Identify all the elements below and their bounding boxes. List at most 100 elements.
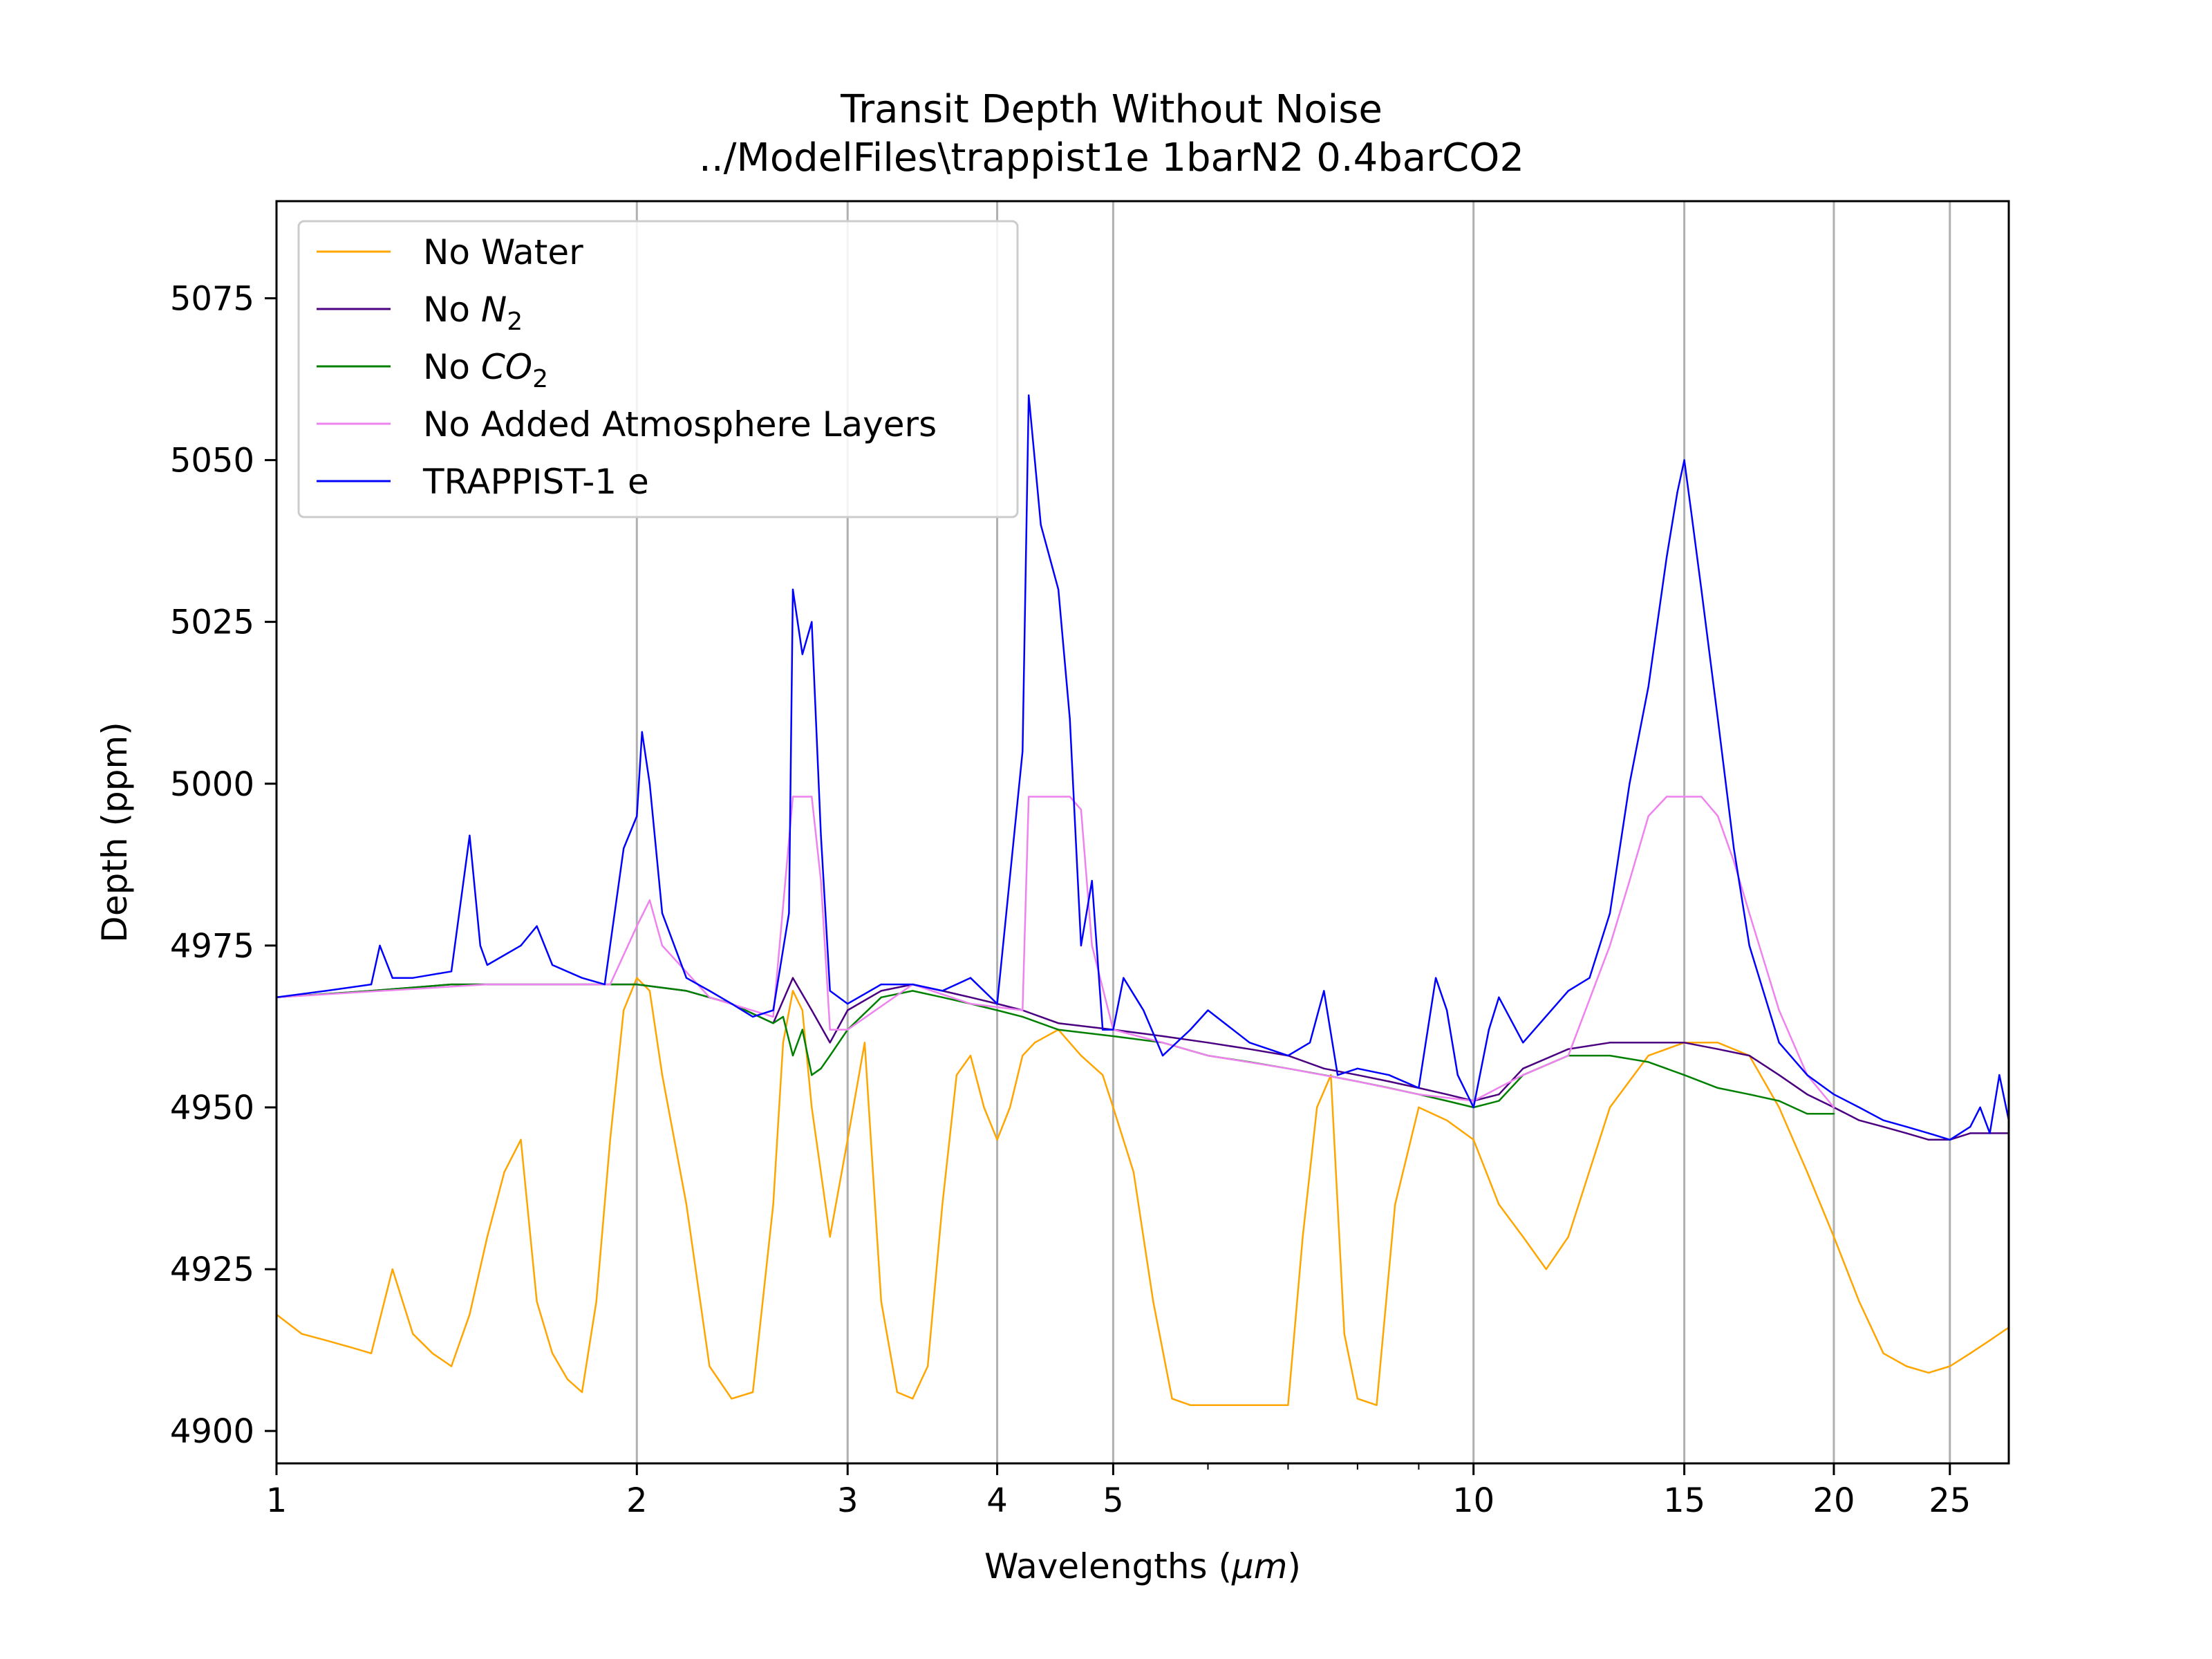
data-point <box>636 815 638 817</box>
data-point <box>1716 1048 1719 1050</box>
data-point <box>829 1236 831 1238</box>
data-point <box>829 1042 831 1044</box>
data-point <box>1676 491 1678 494</box>
y-tick-label: 4900 <box>170 1412 254 1451</box>
data-point <box>1161 1042 1164 1044</box>
data-point <box>820 834 822 836</box>
data-point <box>983 1106 985 1109</box>
data-point <box>811 1106 813 1109</box>
data-point <box>1161 1054 1164 1057</box>
data-point <box>969 977 972 979</box>
data-point <box>1989 1339 1991 1342</box>
data-point <box>1057 1029 1060 1031</box>
data-point <box>811 1074 813 1076</box>
legend-label: TRAPPIST-1 e <box>422 462 649 502</box>
data-point <box>1833 1113 1835 1115</box>
data-point <box>829 1054 831 1057</box>
x-tick-label: 4 <box>986 1481 1008 1520</box>
data-point <box>1733 860 1735 863</box>
data-point <box>1189 1404 1192 1406</box>
data-point <box>1132 1171 1135 1173</box>
data-point <box>1778 1009 1780 1011</box>
data-point <box>551 1352 554 1355</box>
data-point <box>1833 1094 1835 1096</box>
data-point <box>1057 796 1060 798</box>
data-point <box>1376 1404 1378 1406</box>
data-point <box>1748 1094 1750 1096</box>
data-point <box>648 990 651 992</box>
data-point <box>1927 1371 1930 1374</box>
data-point <box>1336 1074 1339 1076</box>
data-point <box>1356 1398 1359 1400</box>
data-point <box>829 990 831 992</box>
data-point <box>1472 1138 1474 1141</box>
data-point <box>1858 1119 1860 1121</box>
data-point <box>623 847 625 850</box>
data-point <box>325 1339 327 1342</box>
data-point <box>1123 977 1125 979</box>
data-point <box>791 1054 794 1057</box>
data-point <box>791 990 794 992</box>
data-point <box>1356 1067 1359 1070</box>
data-point <box>709 996 711 999</box>
data-point <box>648 899 651 901</box>
data-point <box>912 990 914 992</box>
data-point <box>782 1015 785 1018</box>
data-point <box>709 1365 711 1367</box>
data-point <box>941 1203 944 1206</box>
data-point <box>772 1203 774 1206</box>
data-point <box>1882 1125 1884 1128</box>
data-point <box>847 1002 849 1005</box>
data-point <box>1445 1119 1448 1121</box>
legend-label: No Water <box>423 232 583 272</box>
data-point <box>801 796 804 798</box>
x-tick-label: 1 <box>266 1481 288 1520</box>
data-point <box>1979 1106 1981 1109</box>
data-point <box>1806 1113 1808 1115</box>
data-point <box>1112 1029 1114 1031</box>
data-point <box>880 1300 883 1303</box>
data-point <box>1112 1035 1114 1038</box>
data-point <box>880 983 883 986</box>
data-point <box>566 1378 569 1380</box>
data-point <box>1091 880 1093 882</box>
data-point <box>1028 796 1030 798</box>
data-point <box>1683 1074 1685 1076</box>
data-point <box>551 964 554 966</box>
data-point <box>782 1042 785 1044</box>
data-point <box>1498 1094 1500 1096</box>
data-point <box>636 983 638 986</box>
data-point <box>1969 1125 1971 1128</box>
data-point <box>1272 1404 1274 1406</box>
data-point <box>1069 718 1071 720</box>
data-point <box>731 1398 733 1400</box>
series-layer <box>275 394 2010 1406</box>
data-point <box>1778 1106 1780 1109</box>
data-point <box>661 944 664 947</box>
data-point <box>1388 1074 1390 1076</box>
data-point <box>1905 1125 1908 1128</box>
data-point <box>603 983 606 986</box>
data-point <box>751 1015 754 1018</box>
data-point <box>685 1203 688 1206</box>
data-point <box>1806 1171 1808 1173</box>
data-point <box>1629 782 1631 785</box>
data-point <box>1445 1100 1448 1102</box>
data-point <box>1858 1300 1860 1303</box>
data-point <box>1858 1106 1860 1109</box>
y-tick-label: 5000 <box>170 765 254 804</box>
data-point <box>520 944 522 947</box>
data-point <box>1080 1054 1082 1057</box>
data-point <box>648 782 651 785</box>
data-point <box>1522 1074 1524 1076</box>
data-point <box>969 996 972 999</box>
data-point <box>791 977 794 979</box>
data-point <box>912 1398 914 1400</box>
data-point <box>955 1074 958 1076</box>
y-tick-label: 5050 <box>170 442 254 480</box>
data-point <box>791 796 794 798</box>
data-point <box>431 1352 433 1355</box>
data-point <box>1683 1042 1685 1044</box>
data-point <box>1309 1042 1311 1044</box>
